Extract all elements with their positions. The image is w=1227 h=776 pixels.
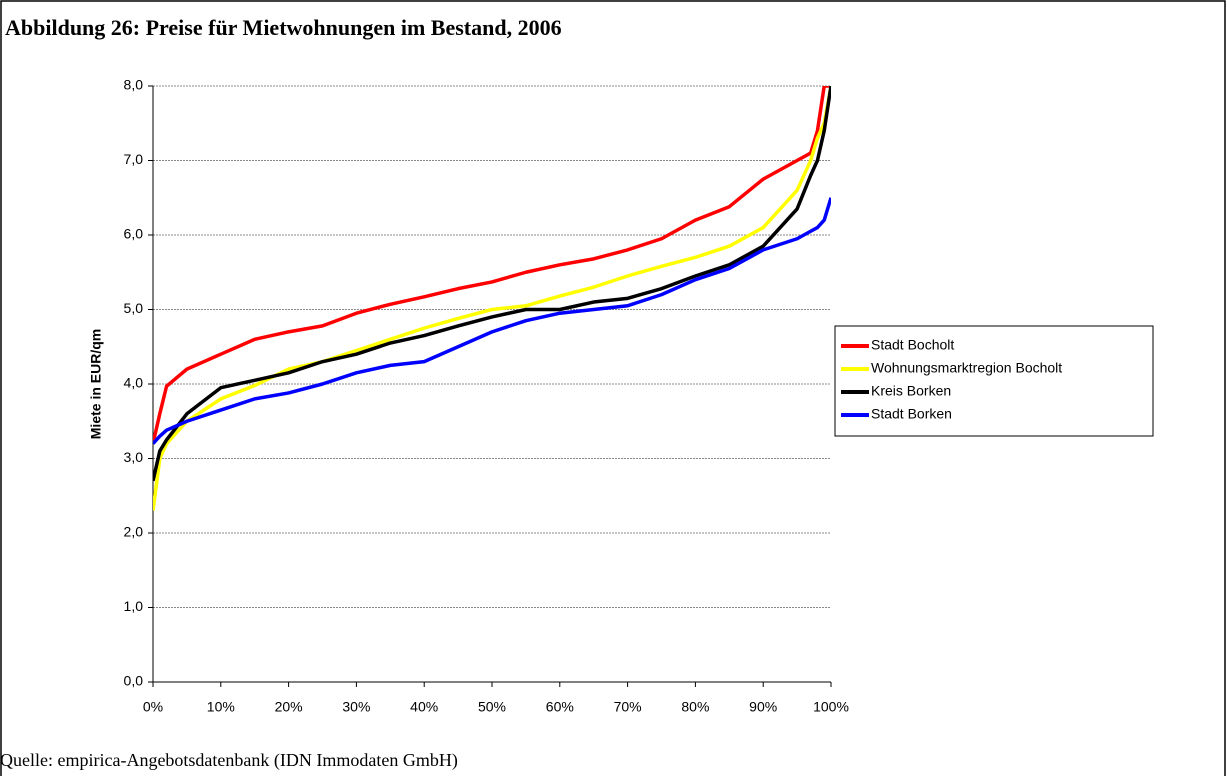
y-tick-label: 8,0 (124, 77, 144, 93)
x-tick-label: 60% (546, 699, 574, 715)
y-tick-label: 3,0 (124, 449, 144, 465)
x-tick-label: 20% (275, 699, 303, 715)
series-line (153, 86, 831, 482)
y-tick-label: 7,0 (124, 151, 144, 167)
series-line (153, 86, 831, 511)
x-tick-label: 100% (813, 699, 849, 715)
x-tick-label: 10% (207, 699, 235, 715)
y-tick-label: 2,0 (124, 524, 144, 540)
source-note: Quelle: empirica-Angebotsdatenbank (IDN … (0, 750, 458, 771)
y-tick-label: 6,0 (124, 226, 144, 242)
y-tick-label: 4,0 (124, 375, 144, 391)
legend-label: Stadt Borken (871, 406, 952, 422)
legend-label: Stadt Bocholt (871, 337, 954, 353)
x-tick-label: 40% (410, 699, 438, 715)
chart-title: Abbildung 26: Preise für Mietwohnungen i… (5, 15, 562, 40)
y-tick-label: 0,0 (124, 673, 144, 689)
series-line (153, 197, 831, 445)
y-tick-label: 1,0 (124, 598, 144, 614)
x-tick-label: 50% (478, 699, 506, 715)
x-tick-label: 80% (681, 699, 709, 715)
legend-box (834, 325, 1154, 437)
legend-label: Kreis Borken (871, 383, 951, 399)
x-tick-label: 90% (749, 699, 777, 715)
legend-label: Wohnungsmarktregion Bocholt (871, 360, 1062, 376)
x-tick-label: 70% (614, 699, 642, 715)
series-line (153, 86, 831, 444)
y-axis-label: Miete in EUR/qm (88, 329, 104, 439)
x-tick-label: 30% (342, 699, 370, 715)
y-tick-label: 5,0 (124, 300, 144, 316)
x-tick-label: 0% (143, 699, 163, 715)
